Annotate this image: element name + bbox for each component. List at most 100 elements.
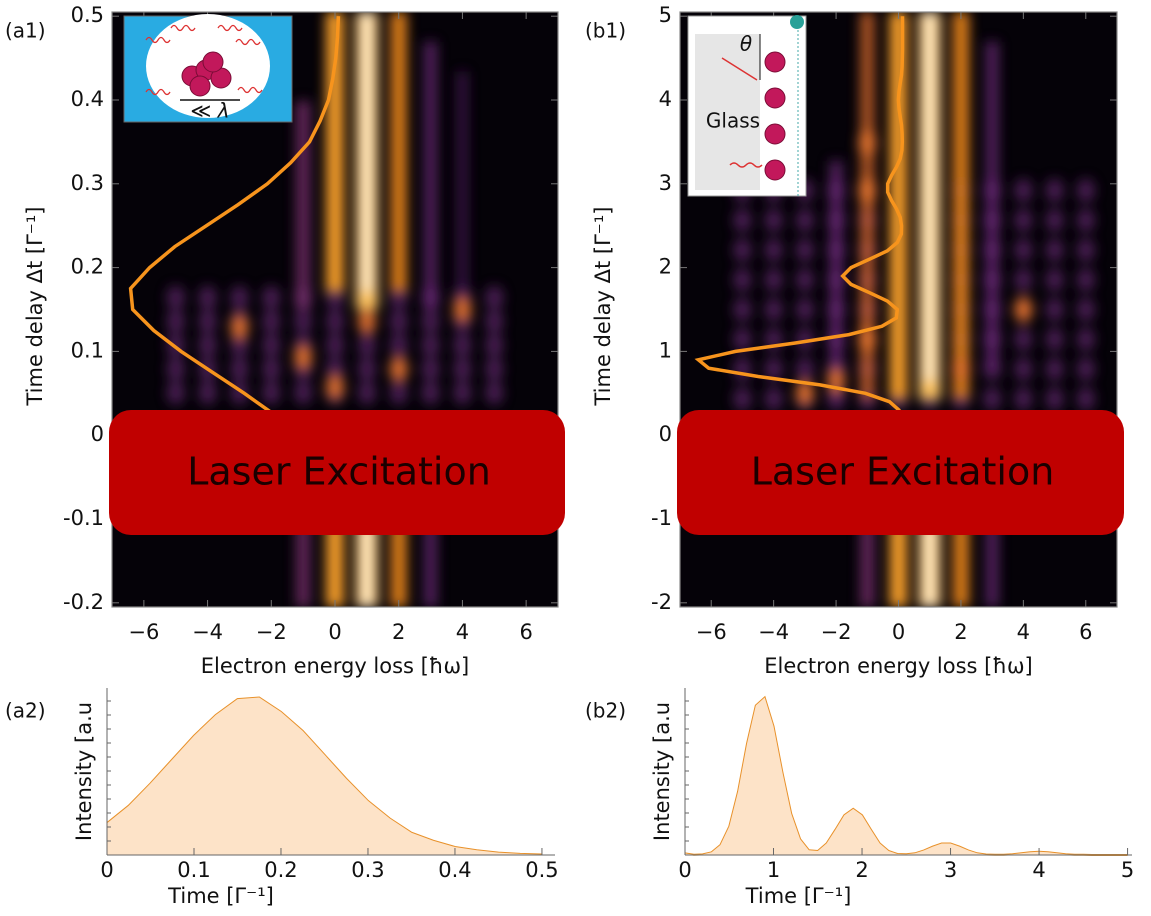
y-axis-label: Intensity [a.u: [650, 702, 674, 841]
y-tick-label: 5: [659, 3, 672, 27]
x-axis-label: Electron energy loss [ħω]: [201, 654, 469, 678]
heatmap-spot: [796, 357, 814, 381]
x-tick-label: 6: [1079, 620, 1092, 644]
inset-electron: [790, 15, 804, 29]
heatmap-spot: [326, 309, 344, 333]
heatmap-stripe: [391, 12, 407, 292]
heatmap-spot: [733, 387, 751, 411]
heatmap-spot: [199, 381, 217, 405]
figure: −6−4−20246-0.2-0.100.10.20.30.40.5Laser …: [0, 0, 1151, 916]
y-tick-label: 0.3: [71, 171, 104, 195]
heatmap-spot: [1077, 357, 1095, 381]
heatmap-spot: [453, 357, 471, 381]
panel-label: (b2): [585, 699, 626, 723]
x-tick-label: 4: [456, 620, 469, 644]
heatmap-spot: [796, 208, 814, 232]
panel-label: (b1): [585, 19, 626, 43]
heatmap-spot: [1046, 179, 1064, 203]
heatmap-stripe: [296, 101, 310, 309]
heatmap-spot: [230, 357, 248, 381]
x-tick-label: 2: [954, 620, 967, 644]
heatmap-spot: [1014, 327, 1032, 351]
inset-label: θ: [740, 32, 752, 56]
y-tick-label: 0: [91, 422, 104, 446]
heatmap-spot: [326, 374, 344, 400]
annotation: Laser Excitation: [751, 450, 1055, 494]
heatmap-spot: [294, 309, 312, 333]
heatmap-spot: [733, 298, 751, 322]
y-axis-label: Time delay Δt [Γ⁻¹]: [591, 207, 615, 407]
x-tick-label: −6: [696, 620, 727, 644]
heatmap-spot: [1077, 238, 1095, 262]
y-tick-label: -0.1: [63, 506, 104, 530]
x-tick-label: 0: [892, 620, 905, 644]
heatmap-spot: [733, 357, 751, 381]
heatmap-spot: [1014, 387, 1032, 411]
x-tick-label: −2: [256, 620, 287, 644]
x-tick-label: −4: [758, 620, 789, 644]
heatmap-spot: [765, 387, 783, 411]
heatmap-spot: [765, 208, 783, 232]
heatmap-stripe: [860, 524, 874, 607]
x-tick-label: 3: [944, 858, 957, 882]
heatmap-stripe: [953, 524, 969, 607]
heatmap-stripe: [425, 524, 437, 607]
heatmap-stripe: [457, 72, 467, 310]
heatmap-spot: [858, 178, 876, 204]
y-tick-label: 2: [659, 255, 672, 279]
x-axis-label: Electron energy loss [ħω]: [764, 654, 1032, 678]
heatmap-stripe: [926, 12, 934, 381]
y-tick-label: 3: [659, 171, 672, 195]
heatmap-stripe: [391, 524, 407, 607]
heatmap-spot: [1046, 268, 1064, 292]
inset-atom: [765, 124, 785, 144]
heatmap-spot: [485, 309, 503, 333]
x-tick-label: 4: [1017, 620, 1030, 644]
heatmap-spot: [485, 357, 503, 381]
heatmap-spot: [1046, 387, 1064, 411]
inset-atom: [765, 88, 785, 108]
heatmap-spot: [390, 356, 408, 382]
heatmap-spot: [453, 297, 471, 323]
x-tick-label: −6: [128, 620, 159, 644]
heatmap-spot: [1077, 208, 1095, 232]
panel-label: (a2): [5, 699, 46, 723]
heatmap-spot: [199, 286, 217, 310]
heatmap-stripe: [326, 524, 344, 607]
heatmap-spot: [1077, 387, 1095, 411]
heatmap-spot: [796, 268, 814, 292]
heatmap-spot: [422, 309, 440, 333]
heatmap-spot: [858, 130, 876, 156]
heatmap-spot: [230, 314, 248, 340]
heatmap-stripe: [926, 524, 934, 607]
intensity-area: [107, 698, 542, 856]
heatmap-spot: [1077, 268, 1095, 292]
x-tick-label: 0.2: [264, 858, 297, 882]
heatmap-spot: [294, 381, 312, 405]
y-axis-label: Time delay Δt [Γ⁻¹]: [23, 207, 47, 407]
heatmap-spot: [422, 381, 440, 405]
x-axis-label: Time [Γ⁻¹]: [745, 884, 852, 908]
x-tick-label: 0.3: [351, 858, 384, 882]
x-tick-label: −4: [192, 620, 223, 644]
x-tick-label: 2: [855, 858, 868, 882]
heatmap-spot: [167, 286, 185, 310]
x-tick-label: 6: [519, 620, 532, 644]
heatmap-spot: [230, 286, 248, 310]
x-tick-label: 0: [100, 858, 113, 882]
y-tick-label: -1: [651, 506, 672, 530]
heatmap-spot: [358, 357, 376, 381]
heatmap-spot: [1014, 268, 1032, 292]
heatmap-stripe: [986, 524, 998, 607]
heatmap-stripe: [425, 42, 437, 310]
heatmap-spot: [1046, 208, 1064, 232]
heatmap-spot: [796, 298, 814, 322]
heatmap-spot: [1046, 357, 1064, 381]
heatmap-spot: [1077, 327, 1095, 351]
x-tick-label: 1: [767, 858, 780, 882]
heatmap-spot: [485, 333, 503, 357]
heatmap-spot: [1014, 179, 1032, 203]
heatmap-spot: [1014, 238, 1032, 262]
heatmap-spot: [1077, 179, 1095, 203]
heatmap-spot: [733, 238, 751, 262]
